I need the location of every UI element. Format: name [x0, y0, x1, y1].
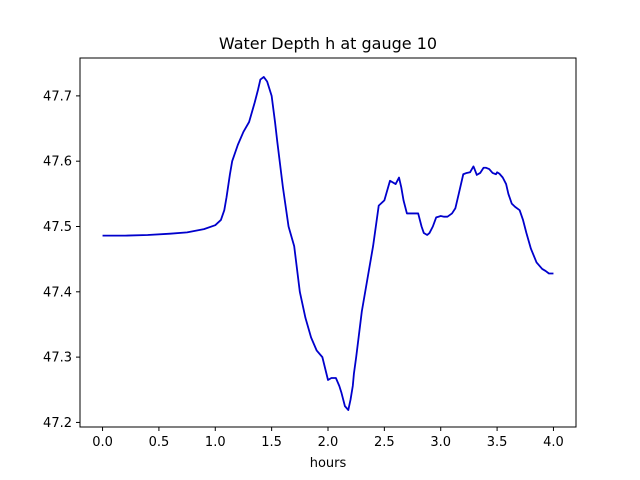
series-line — [102, 76, 554, 411]
x-tick-label: 4.0 — [543, 435, 564, 450]
x-tick-label: 3.0 — [430, 435, 451, 450]
x-tick-label: 2.5 — [374, 435, 395, 450]
y-tick-label: 47.4 — [43, 285, 72, 300]
x-tick-label: 0.5 — [149, 435, 170, 450]
x-tick-label: 2.0 — [318, 435, 339, 450]
y-tick-label: 47.6 — [43, 155, 72, 170]
y-tick-label: 47.3 — [43, 351, 72, 366]
x-tick-label: 3.5 — [487, 435, 508, 450]
plot-area — [79, 57, 577, 428]
chart-title: Water Depth h at gauge 10 — [219, 34, 437, 53]
x-tick-label: 0.0 — [92, 435, 113, 450]
x-axis: 0.0 0.5 1.0 1.5 2.0 2.5 3.0 3.5 4.0 — [92, 427, 564, 450]
x-tick-label: 1.5 — [261, 435, 282, 450]
y-tick-label: 47.2 — [43, 416, 72, 431]
y-axis: 47.2 47.3 47.4 47.5 47.6 47.7 — [43, 89, 80, 431]
y-tick-label: 47.5 — [43, 220, 72, 235]
x-tick-label: 1.0 — [205, 435, 226, 450]
y-tick-label: 47.7 — [43, 89, 72, 104]
x-axis-label: hours — [310, 456, 347, 471]
plot-frame — [79, 57, 577, 428]
